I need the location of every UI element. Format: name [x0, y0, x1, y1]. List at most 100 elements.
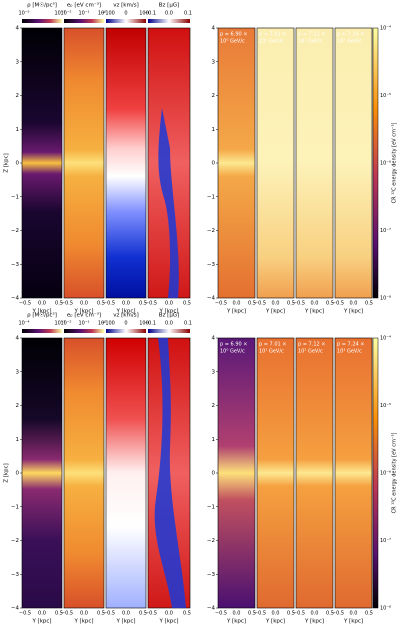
y-axis-label: Y [kpc]: [343, 619, 363, 625]
column-label: vz [km/s]: [113, 3, 138, 9]
y-axis-label: Y [kpc]: [158, 309, 178, 315]
map-panel: [105, 337, 147, 609]
z-tick-label: 0: [212, 161, 216, 167]
colorbar-tick-label: 10⁻⁵: [380, 93, 391, 99]
momentum-label: 10² GeV/c: [298, 39, 323, 45]
map-panel: [63, 27, 105, 299]
z-tick-label: −2: [11, 228, 19, 234]
momentum-label: 10⁰ GeV/c: [220, 349, 245, 355]
z-tick-label: −1: [207, 504, 215, 510]
z-tick-label: 0: [16, 471, 20, 477]
y-axis-label: Y [kpc]: [304, 619, 324, 625]
y-tick-label: −0.5: [145, 611, 157, 617]
colorbar-strip: [106, 19, 146, 23]
y-tick-label: 0.5: [55, 611, 63, 617]
y-tick-label: 0.0: [165, 611, 173, 617]
momentum-label: p = 7.12 ×: [298, 342, 325, 348]
colorbar-tick-label: 0: [124, 11, 127, 17]
y-tick-label: −0.5: [332, 611, 344, 617]
y-tick-label: 0.0: [233, 301, 241, 307]
colorbar-tick-label: 0: [124, 321, 127, 327]
y-tick-label: −0.5: [215, 301, 227, 307]
colorbar-strip: [22, 329, 62, 333]
colorbar-tick-label: −0.1: [144, 321, 156, 327]
colorbar-tick-label: 10⁻⁵: [18, 11, 29, 17]
z-tick-label: 4: [16, 26, 20, 32]
momentum-label: 10¹ GeV/c: [259, 39, 284, 45]
y-axis-label: Y [kpc]: [226, 309, 246, 315]
field-structure: [158, 108, 179, 298]
colorbar-tick-label: 100: [139, 321, 149, 327]
map-panel: [334, 337, 373, 609]
momentum-label: 10³ GeV/c: [337, 39, 362, 45]
z-tick-label: −4: [11, 606, 20, 612]
y-tick-label: −0.5: [61, 611, 73, 617]
colorbar-tick-label: 10⁻⁵: [380, 403, 391, 409]
y-tick-label: 0.5: [248, 611, 256, 617]
colorbar-label: CR ¹²C energy density [eV cm⁻³]: [392, 433, 398, 514]
y-tick-label: 0.5: [97, 301, 105, 307]
z-tick-label: 4: [16, 336, 20, 342]
y-tick-label: 0.0: [311, 301, 319, 307]
y-axis-label: Y [kpc]: [304, 309, 324, 315]
z-tick-label: 3: [212, 369, 216, 375]
z-tick-label: −1: [207, 194, 215, 200]
y-tick-label: 0.0: [38, 611, 46, 617]
colorbar-tick-label: 10⁻⁸: [380, 606, 391, 612]
field-structure: [154, 338, 186, 608]
y-tick-label: 0.5: [139, 301, 147, 307]
y-axis-label: Y [kpc]: [265, 619, 285, 625]
column-label: Bz [μG]: [159, 3, 179, 9]
z-tick-label: 2: [16, 93, 20, 99]
z-tick-label: −2: [207, 538, 215, 544]
column-label: ρ [M☉/pc³]: [27, 2, 57, 9]
y-tick-label: 0.5: [183, 611, 191, 617]
y-axis-label: Y [kpc]: [73, 619, 93, 625]
map-panel: [295, 337, 334, 609]
colorbar-tick-label: 10⁻⁷: [380, 538, 391, 544]
colorbar-tick-label: 10⁰: [98, 11, 106, 17]
y-tick-label: 0.5: [248, 301, 256, 307]
colorbar-strip: [64, 329, 104, 333]
z-tick-label: −3: [11, 262, 20, 268]
z-tick-label: 3: [16, 59, 20, 65]
z-tick-label: −2: [207, 228, 215, 234]
momentum-label: p = 6.90 ×: [220, 32, 247, 38]
y-tick-label: 0.0: [272, 301, 280, 307]
colorbar-tick-label: 100: [139, 11, 149, 17]
y-axis-label: Y [kpc]: [158, 619, 178, 625]
colorbar-tick-label: 10⁻⁴: [380, 336, 391, 342]
z-tick-label: 1: [16, 437, 20, 443]
momentum-label: 10³ GeV/c: [337, 349, 362, 355]
z-tick-label: 3: [16, 369, 20, 375]
map-panel: [256, 27, 295, 299]
colorbar-tick-label: 10⁻²: [54, 11, 65, 17]
colorbar-tick-label: 0.1: [184, 321, 192, 327]
y-tick-label: 0.5: [287, 301, 295, 307]
z-tick-label: 1: [16, 127, 20, 133]
z-tick-label: 4: [212, 26, 216, 32]
column-label: eₚ [eV cm⁻³]: [67, 2, 101, 9]
momentum-label: 10² GeV/c: [298, 349, 323, 355]
z-tick-label: −4: [207, 296, 216, 302]
map-panel: [295, 27, 334, 299]
map-panel: [334, 27, 373, 299]
colorbar-tick-label: 10⁻²: [60, 11, 71, 17]
y-axis-label: Y [kpc]: [115, 309, 135, 315]
z-tick-label: −3: [207, 572, 216, 578]
z-tick-label: −1: [11, 504, 19, 510]
y-tick-label: 0.5: [326, 611, 334, 617]
y-tick-label: 0.0: [272, 611, 280, 617]
z-tick-label: −2: [11, 538, 19, 544]
y-tick-label: −0.5: [19, 611, 31, 617]
z-tick-label: −3: [11, 572, 20, 578]
y-axis-label: Y [kpc]: [265, 309, 285, 315]
y-tick-label: 0.5: [287, 611, 295, 617]
y-tick-label: 0.0: [311, 611, 319, 617]
map-panel: [217, 337, 256, 609]
z-tick-label: −1: [11, 194, 19, 200]
z-tick-label: −3: [207, 262, 216, 268]
y-tick-label: −0.5: [103, 611, 115, 617]
y-tick-label: 0.5: [326, 301, 334, 307]
